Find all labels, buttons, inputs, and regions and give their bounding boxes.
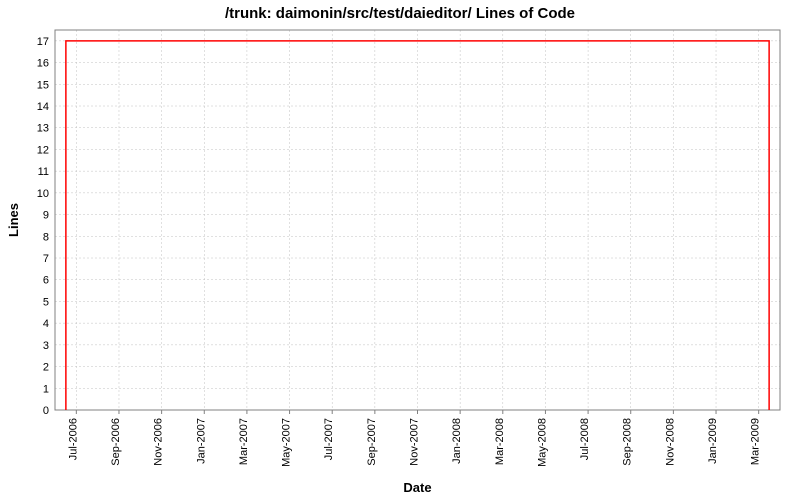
y-tick-label: 12 [37,144,49,156]
y-tick-label: 14 [37,101,49,113]
y-tick-label: 6 [43,275,49,287]
y-tick-label: 0 [43,405,49,417]
y-tick-label: 2 [43,362,49,374]
x-tick-label: Mar-2008 [494,418,506,465]
y-axis-label: Lines [6,203,21,237]
y-tick-label: 3 [43,340,49,352]
x-tick-label: Sep-2007 [366,418,378,466]
x-tick-label: Nov-2008 [664,418,676,466]
x-tick-label: Jul-2006 [67,418,79,460]
x-tick-label: May-2007 [281,418,293,467]
y-tick-label: 13 [37,123,49,135]
y-tick-label: 15 [37,79,49,91]
x-tick-label: Sep-2006 [110,418,122,466]
y-tick-label: 11 [38,166,49,178]
x-tick-label: Jan-2009 [707,418,719,464]
chart-svg: /trunk: daimonin/src/test/daieditor/ Lin… [0,0,800,500]
y-tick-label: 9 [43,210,49,222]
x-tick-label: Sep-2008 [622,418,634,466]
y-tick-label: 10 [37,188,49,200]
x-tick-label: May-2008 [536,418,548,467]
x-tick-label: Nov-2006 [153,418,165,466]
x-tick-label: Jan-2007 [195,418,207,464]
x-tick-label: Jul-2008 [579,418,591,460]
y-tick-label: 7 [43,253,49,265]
y-tick-label: 5 [43,296,49,308]
x-tick-label: Nov-2007 [409,418,421,466]
y-tick-label: 8 [43,231,49,243]
chart-title: /trunk: daimonin/src/test/daieditor/ Lin… [225,5,575,22]
y-tick-label: 4 [43,318,49,330]
x-tick-label: Jul-2007 [323,418,335,460]
x-tick-label: Mar-2007 [238,418,250,465]
y-tick-label: 17 [37,36,49,48]
chart-container: /trunk: daimonin/src/test/daieditor/ Lin… [0,0,800,500]
x-axis-label: Date [403,480,431,495]
x-tick-label: Mar-2009 [750,418,762,465]
y-tick-label: 1 [43,383,49,395]
x-tick-label: Jan-2008 [451,418,463,464]
y-tick-label: 16 [37,58,49,70]
